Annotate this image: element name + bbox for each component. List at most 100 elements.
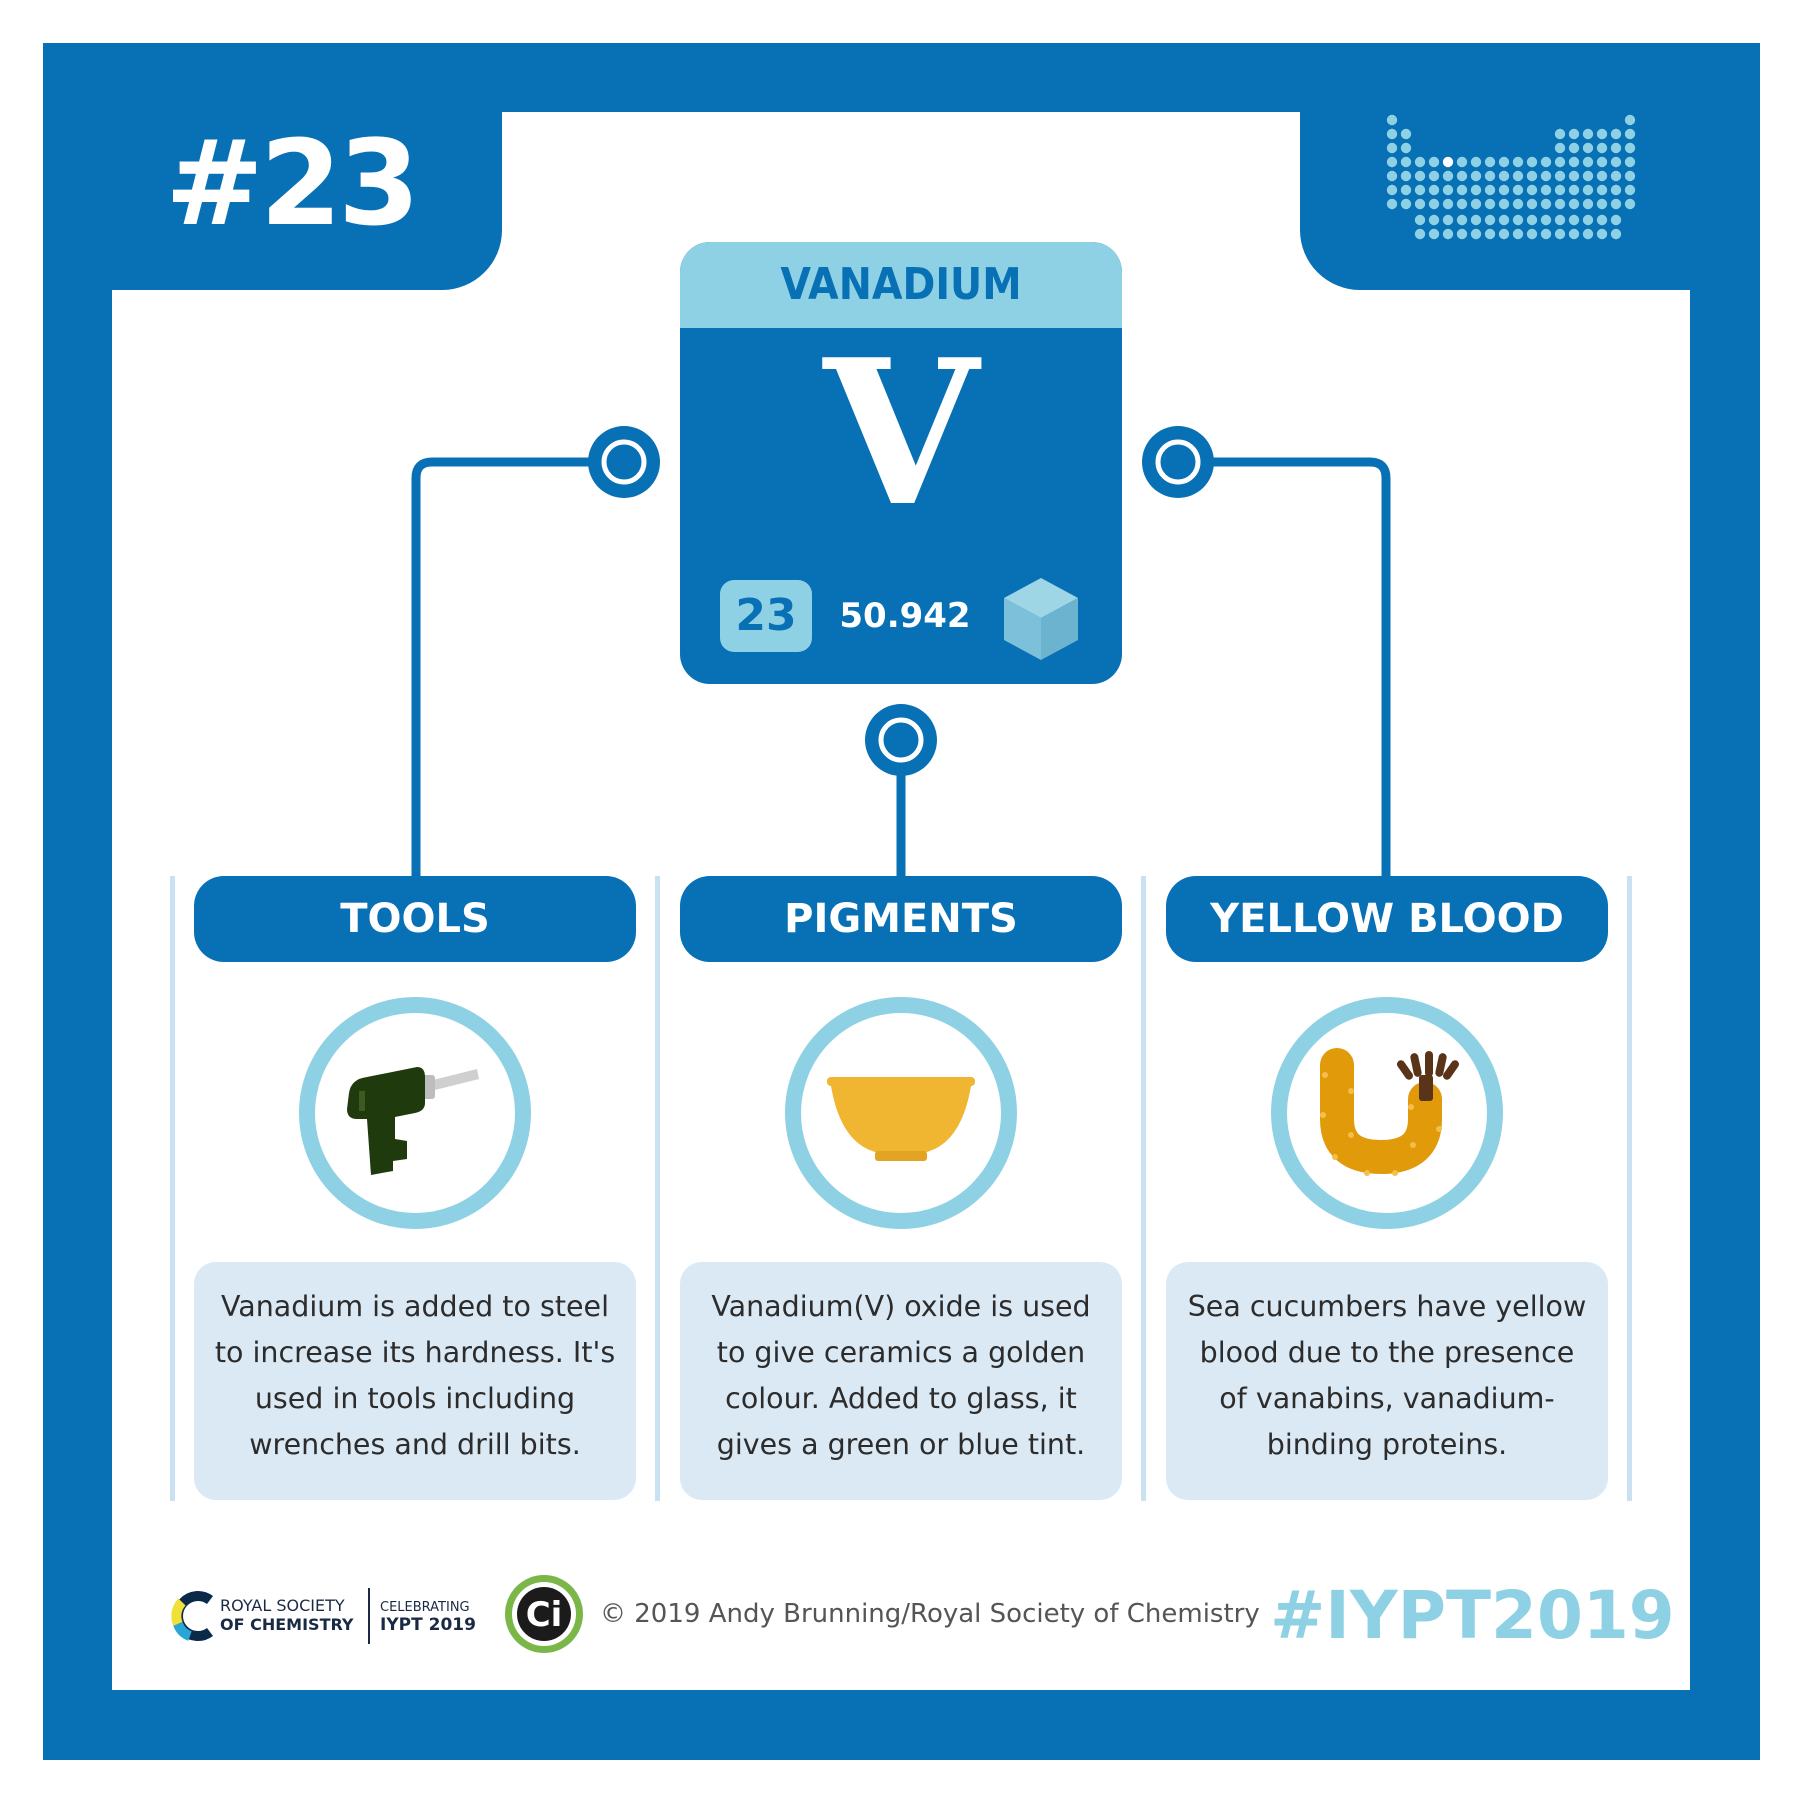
periodic-table-dot	[1596, 198, 1608, 210]
periodic-table-dot	[1554, 214, 1566, 226]
periodic-table-dot	[1512, 214, 1524, 226]
description-text: Vanadium(V) oxide is used to give cerami…	[711, 1290, 1091, 1461]
solid-cube-icon	[1004, 578, 1078, 660]
periodic-table-dot	[1414, 214, 1426, 226]
rsc-logo: ROYAL SOCIETY OF CHEMISTRY	[170, 1588, 370, 1644]
column-divider	[170, 876, 175, 1501]
connector-node-right	[1142, 426, 1214, 498]
periodic-table-dot	[1568, 214, 1580, 226]
periodic-table-dot	[1400, 184, 1412, 196]
periodic-table-dot	[1540, 214, 1552, 226]
atomic-number-box: 23	[720, 580, 812, 652]
periodic-table-dot	[1610, 128, 1622, 140]
periodic-table-dot	[1540, 228, 1552, 240]
periodic-table-dot	[1582, 214, 1594, 226]
periodic-table-dot	[1442, 184, 1454, 196]
periodic-table-dot	[1610, 170, 1622, 182]
periodic-table-dot	[1414, 228, 1426, 240]
periodic-table-dot	[1624, 170, 1636, 182]
periodic-table-dot	[1596, 184, 1608, 196]
periodic-table-dot	[1484, 184, 1496, 196]
periodic-table-dot	[1610, 198, 1622, 210]
corner-tab-right	[1300, 112, 1690, 290]
periodic-table-dot	[1428, 228, 1440, 240]
rsc-logo-text-line1: ROYAL SOCIETY	[220, 1596, 345, 1615]
periodic-table-dot	[1624, 198, 1636, 210]
periodic-table-dot	[1554, 170, 1566, 182]
sea-cucumber-icon	[1271, 997, 1503, 1229]
periodic-table-dot	[1498, 156, 1510, 168]
periodic-table-dot	[1442, 170, 1454, 182]
bowl-icon	[785, 997, 1017, 1229]
periodic-table-dot	[1582, 128, 1594, 140]
periodic-table-dot	[1526, 198, 1538, 210]
periodic-table-dot	[1386, 114, 1398, 126]
periodic-table-dot	[1428, 214, 1440, 226]
periodic-table-dot	[1568, 142, 1580, 154]
periodic-table-dot	[1512, 228, 1524, 240]
periodic-table-dot	[1568, 156, 1580, 168]
periodic-table-dot	[1400, 156, 1412, 168]
periodic-table-dot	[1400, 128, 1412, 140]
periodic-table-dot	[1470, 156, 1482, 168]
periodic-table-dot	[1442, 198, 1454, 210]
periodic-table-dot	[1526, 156, 1538, 168]
periodic-table-dot	[1610, 214, 1622, 226]
description-box-pigments: Vanadium(V) oxide is used to give cerami…	[680, 1262, 1122, 1500]
periodic-table-dot	[1512, 156, 1524, 168]
periodic-table-dot	[1624, 184, 1636, 196]
column-divider	[1627, 876, 1632, 1501]
element-symbol: V	[823, 316, 979, 551]
periodic-table-dot	[1498, 184, 1510, 196]
section-title: TOOLS	[340, 896, 490, 942]
periodic-table-dot	[1582, 184, 1594, 196]
periodic-table-dot	[1582, 170, 1594, 182]
periodic-table-dot	[1582, 142, 1594, 154]
periodic-table-dot	[1470, 214, 1482, 226]
connector-node-left	[588, 426, 660, 498]
periodic-table-dot	[1386, 184, 1398, 196]
logo-divider	[368, 1588, 370, 1644]
periodic-table-dot	[1428, 170, 1440, 182]
periodic-table-dot	[1386, 198, 1398, 210]
periodic-table-dot	[1554, 198, 1566, 210]
section-header-yellow-blood: YELLOW BLOOD	[1166, 876, 1608, 962]
periodic-table-dot	[1526, 214, 1538, 226]
periodic-table-dot	[1498, 228, 1510, 240]
periodic-table-dot	[1582, 156, 1594, 168]
iypt-logo-text-line2: IYPT 2019	[380, 1615, 476, 1635]
periodic-table-dot	[1596, 170, 1608, 182]
periodic-table-dot	[1596, 214, 1608, 226]
section-title: YELLOW BLOOD	[1210, 896, 1564, 942]
periodic-table-dot	[1442, 156, 1454, 168]
periodic-table-dot	[1554, 128, 1566, 140]
section-header-pigments: PIGMENTS	[680, 876, 1122, 962]
periodic-table-icon	[1386, 114, 1636, 240]
description-box-tools: Vanadium is added to steel to increase i…	[194, 1262, 636, 1500]
periodic-table-dot	[1386, 156, 1398, 168]
element-card: VANADIUM V 23 50.942	[680, 242, 1122, 684]
periodic-table-dot	[1512, 184, 1524, 196]
connector-node-center	[865, 704, 937, 776]
periodic-table-dot	[1624, 142, 1636, 154]
periodic-table-dot	[1484, 214, 1496, 226]
description-box-yellow-blood: Sea cucumbers have yellow blood due to t…	[1166, 1262, 1608, 1500]
hashtag: #IYPT2019	[1270, 1577, 1675, 1654]
periodic-table-dot	[1610, 142, 1622, 154]
periodic-table-dot	[1582, 198, 1594, 210]
ci-logo-text: Ci	[526, 1595, 563, 1635]
periodic-table-dot	[1596, 228, 1608, 240]
periodic-table-dot	[1386, 128, 1398, 140]
periodic-table-dot	[1610, 228, 1622, 240]
rsc-logo-text-line2: OF CHEMISTRY	[220, 1615, 354, 1634]
drill-icon	[299, 997, 531, 1229]
periodic-table-dot	[1568, 128, 1580, 140]
periodic-table-dot	[1456, 214, 1468, 226]
periodic-table-dot	[1484, 198, 1496, 210]
periodic-table-dot	[1456, 184, 1468, 196]
corner-tab-left	[112, 112, 502, 290]
periodic-table-dot	[1470, 228, 1482, 240]
periodic-table-dot	[1484, 156, 1496, 168]
element-name: VANADIUM	[780, 259, 1022, 310]
